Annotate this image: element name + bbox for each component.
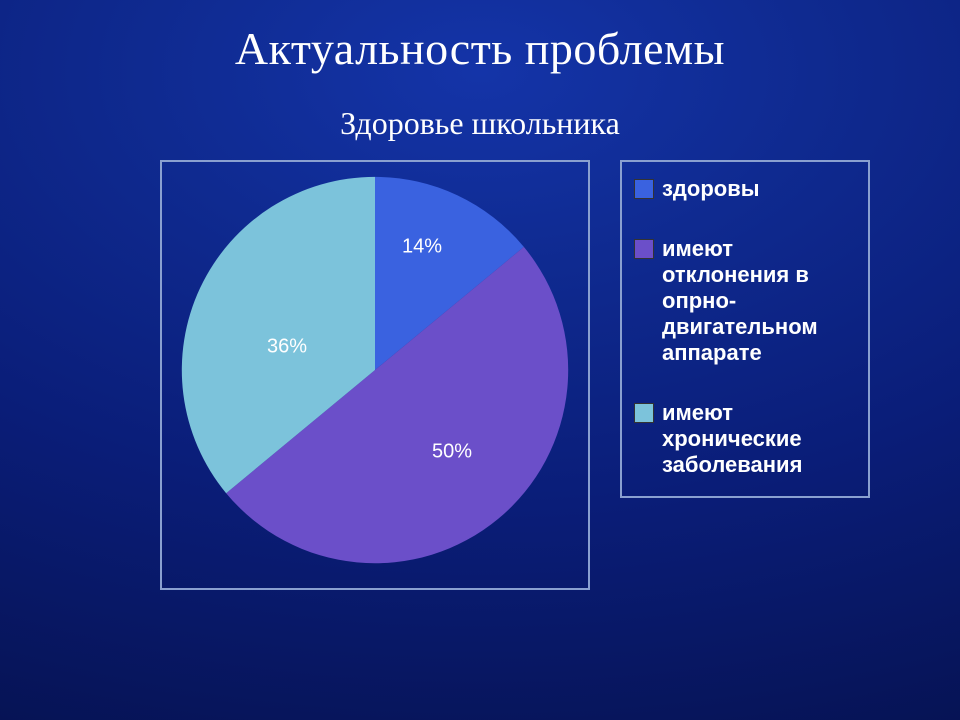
slide-title: Актуальность проблемы	[0, 0, 960, 75]
legend-text-healthy: здоровы	[662, 176, 760, 202]
legend-item-chronic: имеют хронические заболевания	[634, 400, 856, 478]
legend-swatch-chronic	[634, 403, 654, 423]
legend-swatch-motor	[634, 239, 654, 259]
chart-title: Здоровье школьника	[0, 105, 960, 142]
legend-item-healthy: здоровы	[634, 176, 856, 202]
pie-label-chronic: 36%	[267, 336, 307, 359]
chart-row: 14% 50% 36% здоровы имеют отклонения в о…	[0, 160, 960, 590]
legend-swatch-healthy	[634, 179, 654, 199]
legend-text-chronic: имеют хронические заболевания	[662, 400, 856, 478]
pie-label-healthy: 14%	[402, 236, 442, 259]
pie-plot-area: 14% 50% 36%	[160, 160, 590, 590]
legend-box: здоровы имеют отклонения в опрно-двигате…	[620, 160, 870, 498]
pie-label-motor: 50%	[432, 441, 472, 464]
pie-svg	[162, 162, 588, 588]
legend-item-motor: имеют отклонения в опрно-двигательном ап…	[634, 236, 856, 366]
legend-text-motor: имеют отклонения в опрно-двигательном ап…	[662, 236, 856, 366]
